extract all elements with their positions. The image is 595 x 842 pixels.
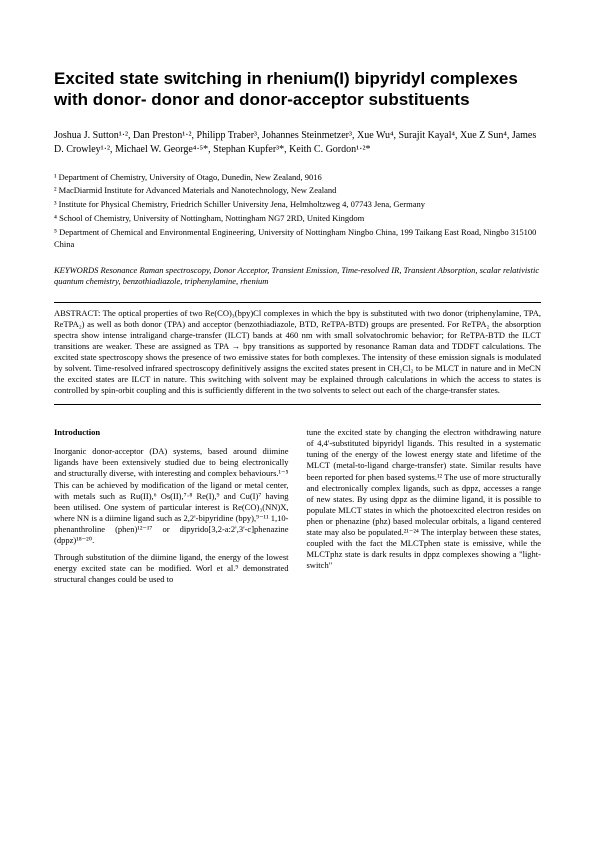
body-paragraph: tune the excited state by changing the e… — [307, 427, 542, 571]
paper-title: Excited state switching in rhenium(I) bi… — [54, 68, 541, 111]
section-heading-introduction: Introduction — [54, 427, 289, 438]
body-columns: Introduction Inorganic donor-acceptor (D… — [54, 427, 541, 585]
column-right: tune the excited state by changing the e… — [307, 427, 542, 585]
affiliation: ² MacDiarmid Institute for Advanced Mate… — [54, 184, 541, 197]
keywords-line: KEYWORDS Resonance Raman spectroscopy, D… — [54, 265, 541, 288]
affiliation: ¹ Department of Chemistry, University of… — [54, 171, 541, 184]
body-paragraph: Through substitution of the diimine liga… — [54, 552, 289, 585]
body-paragraph: Inorganic donor-acceptor (DA) systems, b… — [54, 446, 289, 545]
affiliation: ³ Institute for Physical Chemistry, Frie… — [54, 198, 541, 211]
column-left: Introduction Inorganic donor-acceptor (D… — [54, 427, 289, 585]
affiliation: ⁴ School of Chemistry, University of Not… — [54, 212, 541, 225]
abstract-text: ABSTRACT: The optical properties of two … — [54, 308, 541, 395]
author-list: Joshua J. Sutton¹·², Dan Preston¹·², Phi… — [54, 129, 541, 157]
affiliations-block: ¹ Department of Chemistry, University of… — [54, 171, 541, 252]
affiliation: ⁵ Department of Chemical and Environment… — [54, 226, 541, 252]
abstract-box: ABSTRACT: The optical properties of two … — [54, 302, 541, 405]
